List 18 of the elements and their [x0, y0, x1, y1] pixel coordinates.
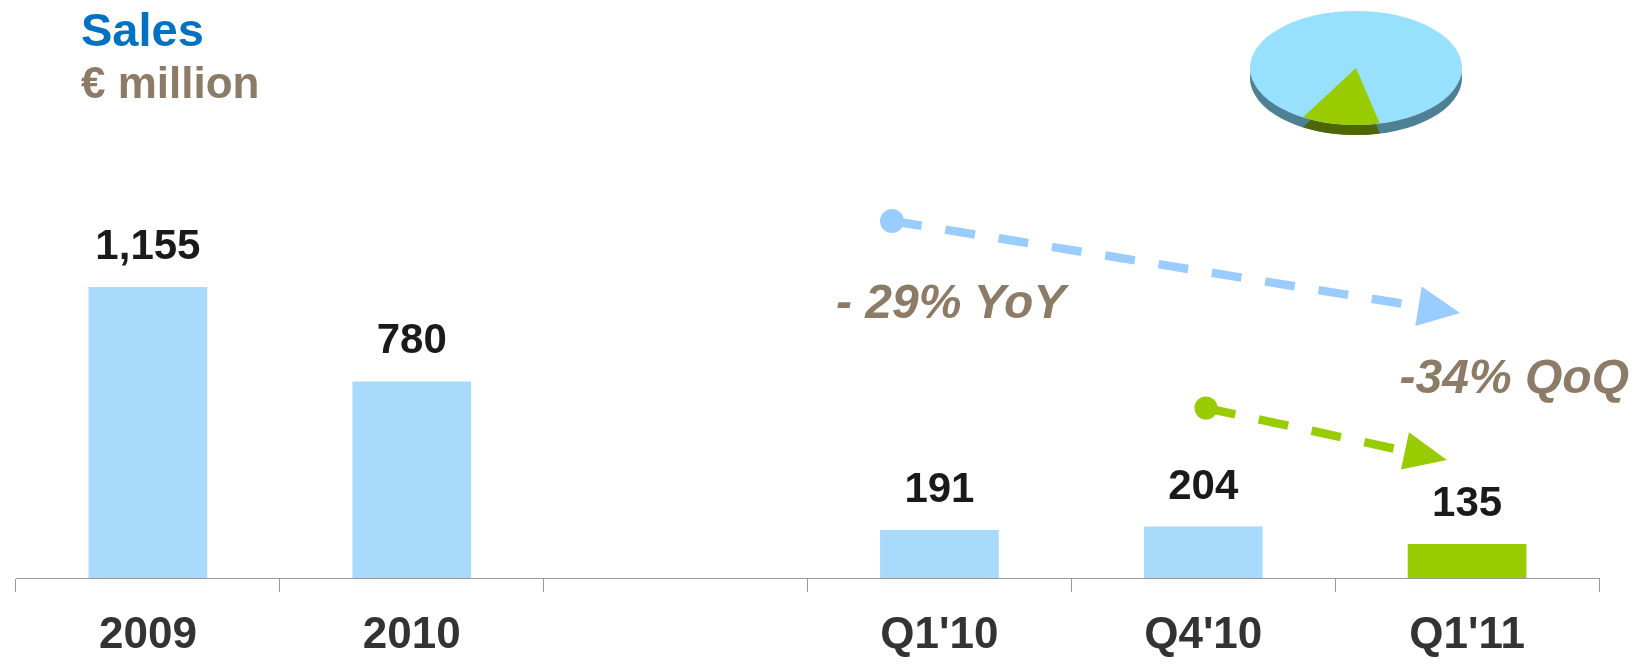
bar [1407, 543, 1527, 578]
chart-title: Sales [81, 3, 204, 56]
bar [1143, 526, 1263, 578]
x-tick-label: 2010 [362, 608, 461, 658]
data-label: 191 [904, 463, 975, 511]
data-label: 135 [1432, 477, 1503, 525]
annotation: -34% QoQ [1399, 350, 1629, 403]
data-label: 780 [376, 315, 447, 363]
bar [880, 529, 999, 578]
x-tick-label: Q1'11 [1409, 608, 1525, 658]
chart-subtitle: € million [81, 58, 260, 107]
bar [352, 381, 472, 578]
data-label: 204 [1168, 460, 1239, 508]
x-tick-label: Q4'10 [1144, 608, 1263, 658]
x-tick-label: 2009 [98, 608, 197, 658]
x-tick-label: Q1'10 [880, 608, 999, 658]
bar [88, 287, 208, 578]
data-label: 1,155 [95, 221, 201, 268]
